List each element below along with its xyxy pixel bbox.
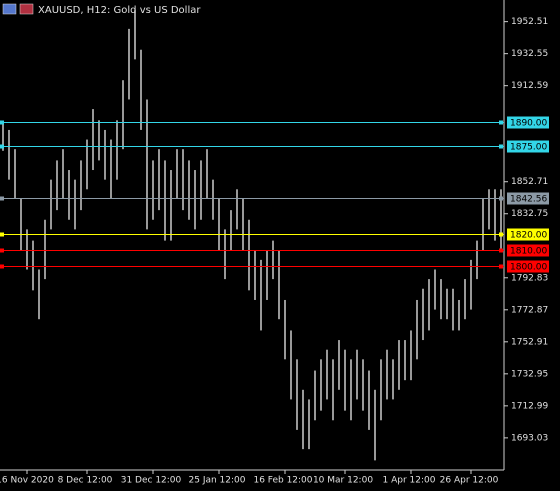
y-tick-label: 1852.71 — [511, 177, 548, 187]
x-tick-label: 16 Feb 12:00 — [253, 476, 312, 486]
level-handle — [499, 232, 503, 237]
level-handle — [0, 120, 4, 125]
y-tick-label: 1712.99 — [511, 401, 548, 411]
level-handle — [0, 196, 4, 201]
x-tick-label: 16 Nov 2020 — [0, 476, 54, 486]
level-label-box — [507, 140, 549, 153]
y-tick-label: 1752.91 — [511, 337, 548, 347]
level-label: 1842.56 — [510, 195, 547, 205]
level-label-box — [507, 260, 549, 273]
y-tick-label: 1772.87 — [511, 305, 548, 315]
level-handle — [499, 196, 503, 201]
x-tick-label: 1 Apr 12:00 — [383, 476, 436, 486]
y-tick-label: 1932.55 — [511, 49, 548, 59]
y-tick-label: 1832.75 — [511, 209, 548, 219]
x-tick-label: 26 Apr 12:00 — [440, 476, 499, 486]
level-label: 1890.00 — [510, 119, 547, 129]
flag-icon — [19, 3, 34, 15]
level-handle — [499, 144, 503, 149]
chart-title: XAUUSD, H12: Gold vs US Dollar — [38, 5, 201, 16]
x-tick-label: 25 Jan 12:00 — [189, 476, 246, 486]
y-tick-label: 1732.95 — [511, 369, 548, 379]
level-handle — [499, 248, 503, 253]
level-handle — [0, 232, 4, 237]
x-tick-label: 8 Dec 12:00 — [58, 476, 113, 486]
y-tick-label: 1952.51 — [511, 17, 548, 27]
level-label-box — [507, 228, 549, 241]
level-label-box — [507, 116, 549, 129]
level-handle — [499, 264, 503, 269]
x-tick-label: 10 Mar 12:00 — [313, 476, 373, 486]
level-handle — [0, 248, 4, 253]
level-label-box — [507, 192, 549, 205]
symbol-icon — [2, 3, 17, 15]
y-tick-label: 1693.03 — [511, 433, 548, 443]
level-label: 1800.00 — [510, 263, 547, 273]
y-tick-label: 1792.83 — [511, 273, 548, 283]
level-label: 1875.00 — [510, 143, 547, 153]
level-handle — [499, 120, 503, 125]
level-handle — [0, 264, 4, 269]
level-label-box — [507, 244, 549, 257]
x-tick-label: 31 Dec 12:00 — [121, 476, 182, 486]
level-label: 1820.00 — [510, 231, 547, 241]
y-tick-label: 1912.59 — [511, 81, 548, 91]
level-handle — [0, 144, 4, 149]
level-label: 1810.00 — [510, 247, 547, 257]
